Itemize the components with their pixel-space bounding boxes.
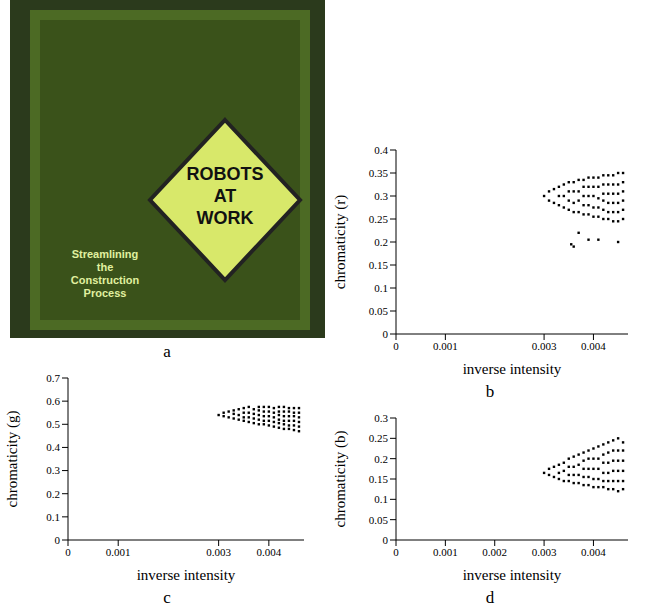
svg-text:0.004: 0.004 [581,546,606,558]
svg-text:0.5: 0.5 [46,418,60,430]
svg-text:0.35: 0.35 [369,167,389,179]
svg-text:WORK: WORK [197,208,254,228]
svg-text:AT: AT [214,186,237,206]
svg-text:0.2: 0.2 [374,236,388,248]
svg-text:0.25: 0.25 [369,432,389,444]
svg-text:0.3: 0.3 [374,412,388,424]
svg-text:0.7: 0.7 [46,372,60,384]
html-text:c: c [163,588,171,607]
svg-text:chromaticity (g): chromaticity (g) [4,410,21,507]
svg-text:the: the [97,261,114,273]
svg-text:0.6: 0.6 [46,395,60,407]
svg-text:0.1: 0.1 [374,493,388,505]
svg-text:0: 0 [383,534,389,546]
html-text:d: d [485,588,495,607]
html-text:b: b [485,382,495,401]
svg-text:0.3: 0.3 [374,190,388,202]
svg-text:inverse intensity: inverse intensity [463,361,562,377]
svg-text:0.05: 0.05 [369,305,389,317]
svg-text:0: 0 [65,546,71,558]
svg-text:0.003: 0.003 [532,340,557,352]
svg-text:0.4: 0.4 [46,441,60,453]
svg-text:0: 0 [393,340,399,352]
svg-text:0.25: 0.25 [369,213,389,225]
svg-text:0: 0 [393,546,399,558]
svg-text:0.001: 0.001 [433,546,458,558]
svg-text:0.002: 0.002 [482,546,507,558]
html-text:a: a [163,342,171,361]
svg-text:0: 0 [55,534,61,546]
svg-text:0: 0 [383,328,389,340]
svg-text:0.004: 0.004 [256,546,281,558]
svg-text:Construction: Construction [71,274,140,286]
svg-text:0.2: 0.2 [374,453,388,465]
svg-text:chromaticity (b): chromaticity (b) [332,430,349,527]
svg-text:inverse intensity: inverse intensity [463,567,562,583]
svg-text:0.004: 0.004 [581,340,606,352]
svg-text:0.15: 0.15 [369,473,389,485]
svg-text:inverse intensity: inverse intensity [137,567,236,583]
svg-text:0.2: 0.2 [46,488,60,500]
svg-text:0.05: 0.05 [369,514,389,526]
svg-text:chromaticity (r): chromaticity (r) [332,195,349,290]
svg-text:0.001: 0.001 [433,340,458,352]
svg-text:0.4: 0.4 [374,144,388,156]
svg-text:0.001: 0.001 [106,546,131,558]
svg-text:0.003: 0.003 [532,546,557,558]
svg-text:0.1: 0.1 [374,282,388,294]
svg-text:Process: Process [84,287,127,299]
svg-text:0.1: 0.1 [46,511,60,523]
svg-text:0.3: 0.3 [46,464,60,476]
svg-text:Streamlining: Streamlining [72,248,139,260]
svg-text:0.003: 0.003 [206,546,231,558]
svg-text:0.15: 0.15 [369,259,389,271]
svg-text:ROBOTS: ROBOTS [186,164,263,184]
